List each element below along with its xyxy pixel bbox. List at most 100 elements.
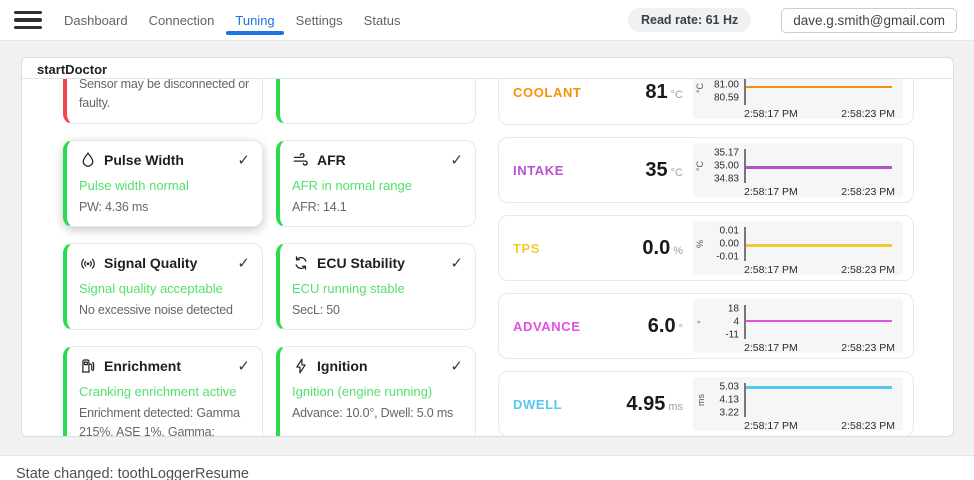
status-text: State changed: toothLoggerResume — [16, 466, 249, 480]
card-detail: SecL: 50 — [292, 303, 340, 317]
gauge-tick: -11 — [725, 329, 739, 341]
gas-pump-icon — [79, 357, 97, 375]
card-status: Signal quality acceptable — [79, 281, 223, 296]
diag-row: Signal Quality ✓ Signal quality acceptable… — [63, 243, 478, 330]
diagnostic-card[interactable]: Sensor may be disconnected or faulty. — [63, 79, 263, 124]
check-icon: ✓ — [450, 152, 463, 169]
card-title-row: Ignition ✓ — [292, 356, 463, 376]
gauge-time-axis: 2:58:17 PM 2:58:23 PM — [744, 108, 895, 120]
card-title: Enrichment — [104, 358, 182, 374]
gauge-y-ticks: 81.00 80.59 — [706, 79, 744, 105]
gauge-row: TPS 0.0%% 0.01 0.00 -0.01 2:58:17 PM 2:58:23 P… — [498, 215, 914, 281]
gauge-unit: °C — [670, 88, 683, 101]
gauge-tick: 18 — [727, 303, 739, 315]
gauge-time-start: 2:58:17 PM — [744, 342, 798, 354]
gauge-time-end: 2:58:23 PM — [841, 342, 895, 354]
gauge-line — [746, 85, 892, 89]
gauge-sparkline — [744, 383, 895, 417]
gauge-time-axis: 2:58:17 PM 2:58:23 PM — [744, 186, 895, 198]
diagnostic-card[interactable] — [276, 79, 476, 124]
read-rate-badge: Read rate: 61 Hz — [627, 8, 752, 32]
gauge-tick: -0.01 — [716, 251, 739, 263]
gauge-chart: °C 81.00 80.59 2:58:17 PM 2:58:23 PM — [693, 79, 903, 120]
air-icon — [292, 151, 310, 169]
gauge-value-block: 0.0% — [607, 237, 683, 260]
nav-item-connection[interactable]: Connection — [148, 12, 215, 28]
gauge-unit: % — [673, 244, 683, 257]
gauge-tick: 3.22 — [719, 407, 739, 419]
gauge-y-ticks: 18 4 -11 — [706, 303, 744, 341]
gauge-value-block: 35 °C — [607, 159, 683, 182]
card-detail: Enrichment detected: Gamma 215%, ASE 1%.… — [79, 406, 240, 436]
card-title: Signal Quality — [104, 255, 198, 271]
gauge-tick: 0.01 — [719, 225, 739, 237]
gauge-row: ADVANCE 6.0 ° ° 18 4 -11 2:58:17 PM 2:58:23 PM — [498, 293, 914, 359]
gauge-plot-row: % 0.01 0.00 -0.01 — [695, 225, 895, 263]
nav-links: Dashboard Connection Tuning Settings Status — [64, 12, 401, 35]
card-title: Ignition — [317, 358, 368, 374]
water-drop-icon — [79, 151, 97, 169]
gauge-name: DWELL — [513, 396, 563, 412]
gauge-value-block: 4.95 ms — [607, 393, 683, 416]
card-detail: No excessive noise detected — [79, 303, 233, 317]
diagnostic-card[interactable]: Enrichment ✓ Cranking enrichment active Enr… — [63, 346, 263, 436]
gauge-line — [746, 166, 892, 169]
status-bar: State changed: toothLoggerResume — [0, 455, 974, 480]
card-title: ECU Stability — [317, 255, 405, 271]
gauge-y-ticks: 0.01 0.00 -0.01 — [706, 225, 744, 263]
bolt-icon — [292, 357, 310, 375]
gauge-chart: ° 18 4 -11 2:58:17 PM 2:58:23 PM — [693, 299, 903, 354]
nav-item-dashboard[interactable]: Dashboard — [64, 12, 128, 28]
check-icon: ✓ — [237, 358, 250, 375]
gauge-tick: 5.03 — [719, 381, 739, 393]
sync-icon — [292, 254, 310, 272]
gauge-tick: 4 — [733, 316, 739, 328]
diagnostic-card[interactable]: Pulse Width ✓ Pulse width normal PW: 4.36 m… — [63, 140, 263, 227]
gauge-chart: °C 35.17 35.00 34.83 2:58:17 PM 2:58:23 PM — [693, 143, 903, 198]
diag-row: Enrichment ✓ Cranking enrichment active Enr… — [63, 346, 478, 436]
gauge-value-block: 6.0 ° — [607, 315, 683, 338]
diagnostic-card[interactable]: Signal Quality ✓ Signal quality acceptable… — [63, 243, 263, 330]
main-panel: startDoctor Sensor may be disconnected o… — [21, 57, 954, 437]
gauge-value: 81 — [645, 80, 668, 103]
gauge-time-end: 2:58:23 PM — [841, 420, 895, 432]
gauge-name: COOLANT — [513, 84, 582, 100]
diagnostic-card[interactable]: ECU Stability ✓ ECU running stable SecL: 50 — [276, 243, 476, 330]
gauge-axis-unit-label: °C — [695, 160, 706, 172]
hamburger-menu-icon[interactable] — [14, 10, 42, 30]
gauge-axis-unit: ms — [695, 383, 706, 417]
gauge-axis-unit: ° — [695, 305, 706, 339]
nav-item-status[interactable]: Status — [363, 12, 401, 28]
card-title-row: AFR ✓ — [292, 150, 463, 170]
email-box[interactable]: dave.g.smith@gmail.com — [781, 7, 957, 33]
gauge-tick: 0.00 — [719, 238, 739, 250]
card-detail: Sensor may be disconnected or faulty. — [79, 79, 249, 110]
card-detail: AFR: 14.1 — [292, 200, 347, 214]
gauge-row: DWELL 4.95 ms ms 5.03 4.13 3.22 2:58:17 PM 2:58:… — [498, 371, 914, 436]
gauge-tick: 81.00 — [713, 79, 739, 91]
gauge-unit: ms — [668, 400, 683, 413]
diag-row-clipped: Sensor may be disconnected or faulty. — [63, 79, 478, 124]
sensors-icon — [79, 254, 97, 272]
nav-item-tuning[interactable]: Tuning — [226, 12, 285, 35]
diagnostic-card[interactable]: Ignition ✓ Ignition (engine running) Advanc… — [276, 346, 476, 436]
gauge-row-clipped: COOLANT 81 °C °C 81.00 80.59 2:58:17 PM 2:58:23… — [498, 79, 914, 125]
gauge-row: INTAKE 35 °C °C 35.17 35.00 34.83 2:58:17 PM 2:5… — [498, 137, 914, 203]
check-icon: ✓ — [237, 255, 250, 272]
card-status: AFR in normal range — [292, 178, 412, 193]
gauge-time-start: 2:58:17 PM — [744, 186, 798, 198]
nav-item-settings[interactable]: Settings — [295, 12, 343, 28]
card-title: Pulse Width — [104, 152, 184, 168]
diagnostic-card[interactable]: AFR ✓ AFR in normal range AFR: 14.1 — [276, 140, 476, 227]
gauge-value-block: 81 °C — [607, 81, 683, 104]
gauge-tick: 35.00 — [713, 160, 739, 172]
gauge-name: ADVANCE — [513, 318, 581, 334]
gauge-axis-unit-label: ms — [695, 394, 706, 406]
gauge-plot-row: ° 18 4 -11 — [695, 303, 895, 341]
gauge-plot-row: °C 81.00 80.59 — [695, 79, 895, 105]
gauge-axis-unit-label: °C — [695, 82, 706, 94]
card-detail: Advance: 10.0°, Dwell: 5.0 ms — [292, 406, 454, 420]
card-title-row: Pulse Width ✓ — [79, 150, 250, 170]
panel-body: Sensor may be disconnected or faulty. Pul… — [22, 79, 953, 436]
card-title-row: Signal Quality ✓ — [79, 253, 250, 273]
